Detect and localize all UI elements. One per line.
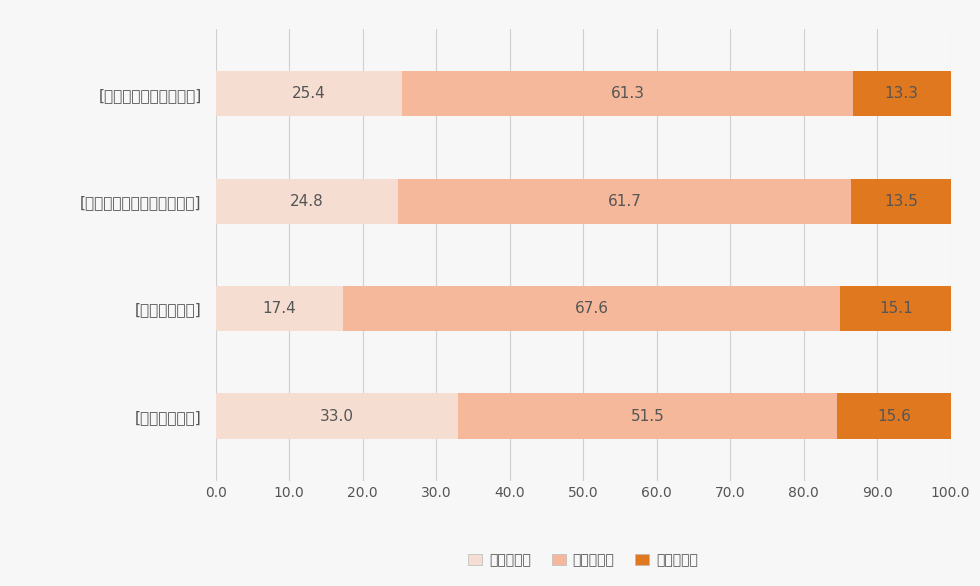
Text: 13.5: 13.5	[884, 194, 918, 209]
Text: 61.3: 61.3	[611, 86, 645, 101]
Bar	[216, 71, 403, 117]
Text: 15.1: 15.1	[879, 301, 912, 316]
Bar	[216, 286, 343, 331]
Bar	[852, 179, 951, 224]
Bar	[403, 71, 853, 117]
Text: 15.6: 15.6	[877, 408, 911, 424]
Bar	[837, 394, 952, 439]
Text: 51.5: 51.5	[630, 408, 664, 424]
Bar	[853, 71, 951, 117]
Text: 13.3: 13.3	[885, 86, 918, 101]
Bar	[343, 286, 841, 331]
Text: 17.4: 17.4	[263, 301, 296, 316]
Bar	[459, 394, 837, 439]
Text: 67.6: 67.6	[575, 301, 609, 316]
Text: 33.0: 33.0	[319, 408, 354, 424]
Bar	[216, 179, 398, 224]
Bar	[841, 286, 952, 331]
Bar	[216, 394, 459, 439]
Text: 61.7: 61.7	[608, 194, 642, 209]
Legend: 悪くなった, 変わらない, 良くなった: 悪くなった, 変わらない, 良くなった	[463, 548, 704, 573]
Bar	[398, 179, 852, 224]
Text: 24.8: 24.8	[290, 194, 323, 209]
Text: 25.4: 25.4	[292, 86, 325, 101]
